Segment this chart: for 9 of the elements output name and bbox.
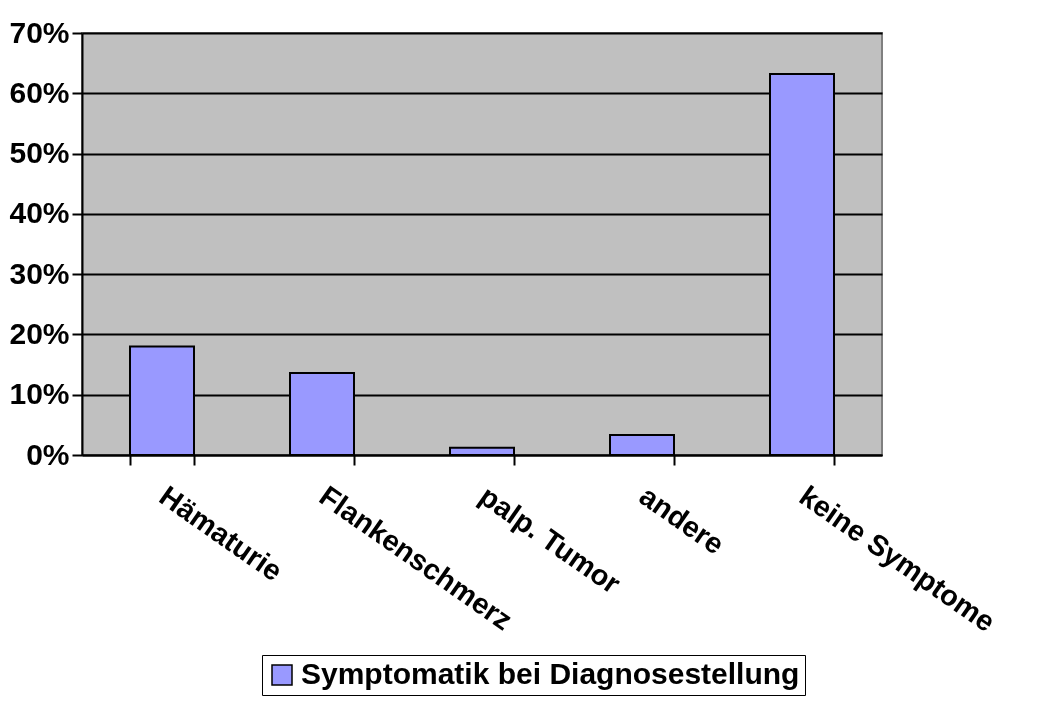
y-tick-label: 0% (26, 437, 70, 471)
y-tick-label: 20% (9, 316, 70, 350)
y-tick-label: 30% (9, 256, 70, 290)
legend-label: Symptomatik bei Diagnosestellung (301, 657, 800, 690)
y-tick-label: 10% (9, 377, 70, 411)
y-tick-label: 50% (9, 136, 70, 170)
y-tick-label: 60% (9, 75, 70, 109)
y-tick-label: 40% (9, 196, 70, 230)
y-tick-label: 70% (9, 15, 70, 49)
